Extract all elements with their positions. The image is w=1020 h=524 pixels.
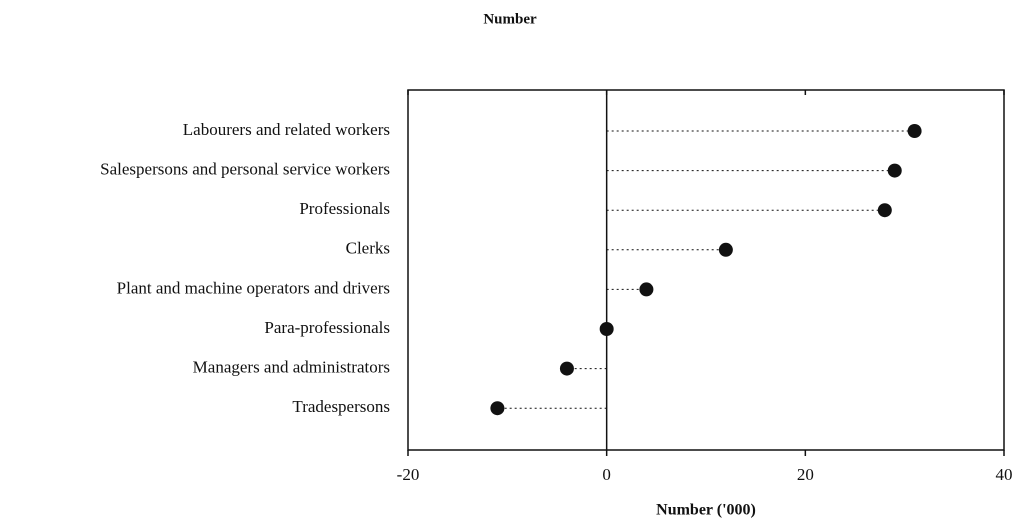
dot — [907, 124, 922, 138]
dot — [718, 242, 733, 257]
x-tick-label: 40 — [996, 465, 1013, 484]
y-tick-label: Para-professionals — [264, 318, 390, 337]
chart-title: Number — [483, 11, 537, 27]
dot — [559, 361, 574, 376]
y-tick-label: Clerks — [346, 239, 390, 258]
y-tick-label: Labourers and related workers — [183, 120, 390, 139]
x-tick-label: -20 — [397, 465, 420, 484]
y-tick-label: Professionals — [299, 199, 390, 218]
y-tick-label: Salespersons and personal service worker… — [100, 160, 390, 179]
x-tick-label: 0 — [602, 465, 611, 484]
y-tick-label: Managers and administrators — [193, 358, 390, 377]
dot — [887, 163, 902, 178]
dot — [877, 203, 892, 218]
dot — [639, 282, 654, 297]
dot — [490, 401, 505, 416]
x-tick-label: 20 — [797, 465, 814, 484]
y-tick-label: Tradespersons — [292, 397, 390, 416]
dot — [599, 322, 614, 336]
plot-frame — [407, 89, 1005, 451]
x-axis-label: Number ('000) — [656, 502, 756, 519]
y-tick-label: Plant and machine operators and drivers — [117, 278, 390, 297]
